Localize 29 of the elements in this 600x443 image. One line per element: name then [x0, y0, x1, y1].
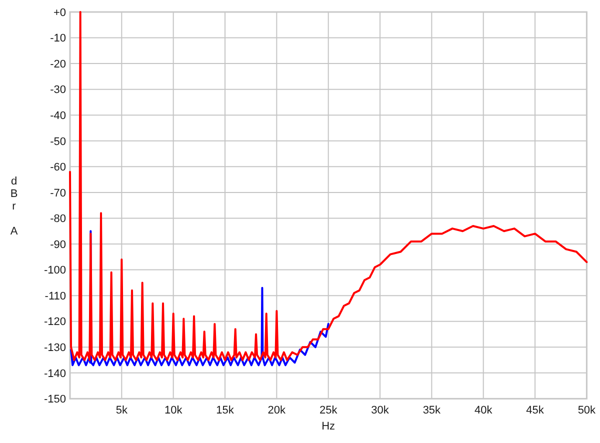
x-tick-label: 30k	[371, 404, 390, 417]
y-tick-label: -30	[50, 84, 66, 96]
x-tick-label: 25k	[319, 404, 338, 417]
y-axis-title: dBr A	[10, 175, 18, 238]
x-tick-label: 50k	[578, 404, 596, 417]
y-tick-label: -130	[44, 342, 66, 354]
y-tick-label: -60	[50, 162, 66, 174]
y-tick-label: -10	[50, 32, 66, 45]
y-tick-label: -40	[50, 110, 66, 122]
x-axis-title: Hz	[322, 420, 336, 433]
y-tick-label: -80	[50, 213, 66, 226]
x-tick-label: 40k	[474, 404, 493, 417]
x-tick-label: 15k	[216, 404, 234, 417]
y-tick-label: -140	[44, 368, 66, 380]
y-tick-label: -20	[50, 58, 66, 70]
y-tick-label: +0	[53, 6, 66, 19]
x-tick-label: 35k	[422, 404, 442, 417]
y-tick-label: -150	[44, 394, 66, 406]
y-tick-label: -100	[44, 264, 66, 277]
x-tick-label: 5k	[116, 404, 128, 417]
line-series	[69, 11, 588, 362]
x-tick-label: 45k	[526, 404, 544, 417]
y-tick-label: -70	[50, 187, 66, 200]
y-tick-label: -110	[44, 290, 66, 302]
y-tick-label: -120	[44, 316, 66, 328]
x-tick-label: 10k	[164, 404, 183, 417]
y-tick-label: -90	[50, 238, 66, 251]
y-tick-label: -50	[50, 136, 66, 148]
x-tick-label: 20k	[268, 404, 286, 417]
